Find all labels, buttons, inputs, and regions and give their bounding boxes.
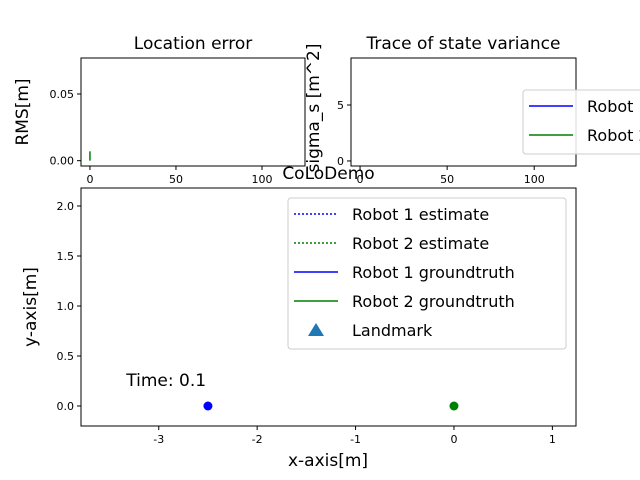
legend-label: Robot 1: [587, 97, 640, 116]
plot-frame: [80, 187, 577, 427]
x-tick-label: 50: [169, 173, 183, 186]
x-tick-label: 0: [86, 173, 93, 186]
x-axis-label: x-axis[m]: [288, 451, 368, 471]
x-tick-label: -2: [252, 433, 263, 446]
y-tick-label: 2.0: [57, 200, 75, 213]
plot-frame: [80, 57, 306, 167]
point: [203, 401, 213, 411]
legend-label: Landmark: [352, 321, 433, 340]
x-tick-label: 100: [524, 173, 545, 186]
y-tick-label: 1.0: [57, 300, 75, 313]
x-tick-label: 0: [357, 173, 364, 186]
y-tick-label: 0.00: [50, 155, 75, 168]
y-axis-label: y-axis[m]: [21, 267, 41, 347]
y-tick-label: 0.0: [57, 400, 75, 413]
y-tick-label: 0: [337, 155, 344, 168]
chart-title: Trace of state variance: [366, 34, 561, 54]
legend-label: Robot 1 estimate: [352, 205, 489, 224]
legend-label: Robot 2 groundtruth: [352, 292, 515, 311]
legend-box: [287, 197, 567, 350]
y-axis-label: sigma_s [m^2]: [304, 44, 324, 173]
legend-label: Robot 2: [587, 126, 640, 145]
x-tick-label: 1: [549, 433, 556, 446]
x-tick-label: 100: [251, 173, 272, 186]
chart-title: Location error: [134, 34, 252, 54]
legend-label: Robot 1 groundtruth: [352, 263, 515, 282]
y-tick-label: 1.5: [57, 250, 75, 263]
legend-marker: [308, 323, 324, 336]
chart-title: CoLoDemo: [282, 164, 374, 184]
x-tick-label: 50: [440, 173, 454, 186]
x-tick-label: 0: [450, 433, 457, 446]
x-tick-label: -1: [350, 433, 361, 446]
legend-label: Robot 2 estimate: [352, 234, 489, 253]
x-tick-label: -3: [153, 433, 164, 446]
y-tick-label: 0.5: [57, 350, 75, 363]
point: [449, 401, 459, 411]
annotation: Time: 0.1: [125, 371, 206, 391]
y-tick-label: 0.05: [50, 88, 75, 101]
y-tick-label: 5: [337, 99, 344, 112]
y-axis-label: RMS[m]: [13, 78, 33, 145]
plot-area: [81, 58, 305, 166]
